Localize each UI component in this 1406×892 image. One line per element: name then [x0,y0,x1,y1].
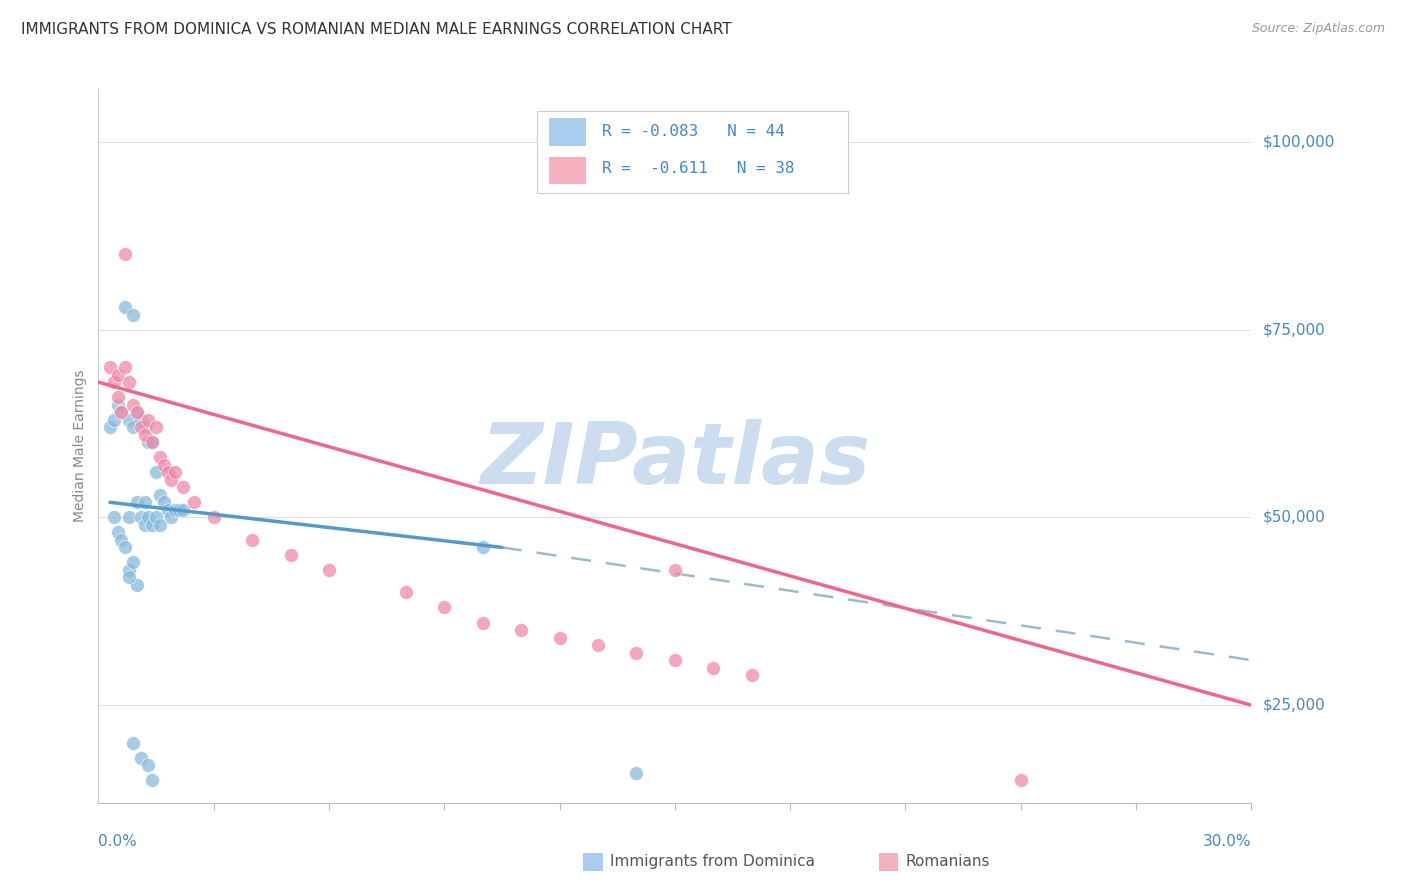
Point [129,420,152,434]
Point [160,473,183,487]
Point [114,247,136,261]
Point [145,510,167,524]
Point [129,413,152,427]
Point [152,495,174,509]
Point [172,480,194,494]
Point [183,495,205,509]
Text: Source: ZipAtlas.com: Source: ZipAtlas.com [1251,22,1385,36]
Point [138,758,160,772]
Point [122,398,145,412]
Y-axis label: Median Male Earnings: Median Male Earnings [73,369,87,523]
Point [202,510,225,524]
Point [471,615,494,630]
Point [107,398,129,412]
Point [98,360,121,375]
Point [114,300,136,314]
Text: IMMIGRANTS FROM DOMINICA VS ROMANIAN MEDIAN MALE EARNINGS CORRELATION CHART: IMMIGRANTS FROM DOMINICA VS ROMANIAN MED… [21,22,731,37]
Point [160,510,183,524]
Point [118,563,141,577]
Text: 30.0%: 30.0% [1204,834,1251,849]
Point [129,750,152,764]
Point [664,563,686,577]
Point [145,420,167,434]
Point [471,541,494,555]
Point [122,420,145,434]
Point [118,375,141,389]
Point [125,578,148,592]
Point [141,435,163,450]
Point [122,308,145,322]
Point [114,541,136,555]
Point [118,510,141,524]
Point [103,510,125,524]
Point [741,668,763,682]
Point [122,736,145,750]
Text: $25,000: $25,000 [1263,698,1326,713]
Point [107,368,129,382]
Point [110,533,132,547]
Point [134,517,156,532]
Point [125,495,148,509]
Point [141,773,163,788]
Point [125,405,148,419]
Point [129,510,152,524]
Point [134,427,156,442]
Point [318,563,340,577]
Point [103,413,125,427]
Point [548,631,571,645]
Point [103,375,125,389]
Point [107,525,129,540]
Point [149,488,172,502]
Point [395,585,418,599]
Point [118,570,141,584]
Point [167,503,190,517]
Point [134,495,156,509]
Point [626,646,648,660]
Point [156,465,179,479]
Point [626,765,648,780]
Point [664,653,686,667]
Point [433,600,456,615]
Point [141,435,163,450]
Point [152,458,174,472]
Point [98,420,121,434]
Point [125,405,148,419]
Point [165,503,187,517]
Point [114,360,136,375]
Point [165,465,187,479]
Point [1010,773,1032,788]
Point [138,510,160,524]
Point [141,517,163,532]
Point [107,390,129,404]
Point [172,503,194,517]
Text: Immigrants from Dominica: Immigrants from Dominica [610,855,815,869]
Point [122,556,145,570]
Text: Romanians: Romanians [905,855,990,869]
Text: ZIPatlas: ZIPatlas [479,418,870,502]
Text: $75,000: $75,000 [1263,322,1326,337]
Point [702,660,724,674]
Point [510,623,533,637]
Point [138,435,160,450]
Point [149,517,172,532]
Point [110,405,132,419]
Point [280,548,302,562]
Text: $50,000: $50,000 [1263,510,1326,524]
Point [240,533,263,547]
Point [145,465,167,479]
Point [149,450,172,465]
Point [586,638,609,652]
Text: $100,000: $100,000 [1263,135,1334,149]
Point [138,413,160,427]
Point [110,405,132,419]
Point [156,503,179,517]
Text: 0.0%: 0.0% [98,834,138,849]
Point [118,413,141,427]
Point [134,420,156,434]
